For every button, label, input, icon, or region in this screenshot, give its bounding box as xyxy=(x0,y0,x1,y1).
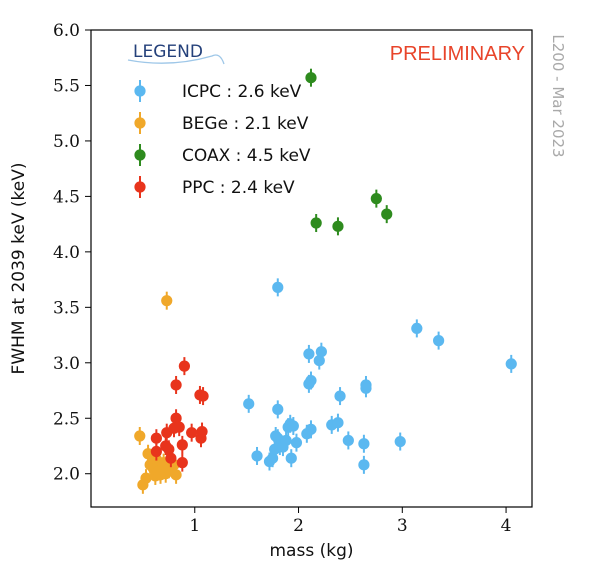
x-axis: 1 2 3 4 xyxy=(189,507,511,536)
data-point xyxy=(332,220,344,232)
data-point xyxy=(342,434,354,447)
data-point xyxy=(251,450,263,462)
series-coax xyxy=(305,68,393,236)
data-point xyxy=(315,346,327,358)
y-axis: 2.0 2.5 3.0 3.5 4.0 4.5 5.0 5.5 6.0 xyxy=(53,21,91,485)
data-point xyxy=(303,348,315,360)
y-tick-label: 4.0 xyxy=(53,243,80,263)
data-point xyxy=(165,452,177,464)
data-point xyxy=(170,469,182,481)
data-point xyxy=(272,281,284,293)
legend-marker xyxy=(134,85,146,97)
data-point xyxy=(370,193,382,205)
legend-entries: ICPC : 2.6 keV BEGe : 2.1 keV COAX : 4.5 k… xyxy=(134,80,311,198)
data-point xyxy=(176,457,188,469)
data-point xyxy=(176,439,188,451)
data-point xyxy=(150,445,162,458)
data-point xyxy=(285,452,297,464)
data-point xyxy=(173,421,185,433)
data-point xyxy=(310,217,322,229)
y-axis-label: FWHM at 2039 keV (keV) xyxy=(9,163,29,375)
data-point xyxy=(161,295,173,307)
data-point xyxy=(360,382,372,394)
legend-entry-label: ICPC : 2.6 keV xyxy=(182,82,302,102)
legend-entry-label: PPC : 2.4 keV xyxy=(182,178,295,198)
data-point xyxy=(178,360,190,372)
data-point xyxy=(272,403,284,415)
data-point xyxy=(358,438,370,450)
data-point xyxy=(358,459,370,471)
y-tick-label: 5.5 xyxy=(53,76,80,96)
x-axis-label: mass (kg) xyxy=(270,541,354,561)
series-bege xyxy=(134,291,182,494)
data-point xyxy=(332,417,344,429)
legend-entry-label: COAX : 4.5 keV xyxy=(182,146,311,166)
data-point xyxy=(196,425,208,438)
series-ppc xyxy=(150,357,209,472)
y-tick-label: 5.0 xyxy=(53,132,80,152)
data-point xyxy=(433,335,445,347)
y-tick-label: 2.0 xyxy=(53,465,80,485)
series-icpc xyxy=(243,278,517,474)
data-point xyxy=(411,322,423,335)
data-point xyxy=(287,420,299,432)
y-tick-label: 6.0 xyxy=(53,21,80,41)
legend-marker xyxy=(134,181,146,193)
legend-logo-swash xyxy=(127,54,225,65)
legend-entry-label: BEGe : 2.1 keV xyxy=(182,114,309,134)
plot-points xyxy=(134,68,517,494)
x-tick-label: 4 xyxy=(501,516,512,536)
data-point xyxy=(305,374,317,387)
plot-frame xyxy=(90,29,533,508)
x-tick-label: 2 xyxy=(293,516,304,536)
x-tick-label: 1 xyxy=(189,516,200,536)
data-point xyxy=(170,379,182,391)
legend-title: LEGEND xyxy=(133,42,203,62)
data-point xyxy=(197,390,209,402)
y-tick-label: 4.5 xyxy=(53,187,80,207)
y-tick-label: 3.0 xyxy=(53,354,80,374)
data-point xyxy=(505,358,517,370)
data-point xyxy=(305,423,317,435)
data-point xyxy=(150,432,162,444)
data-point xyxy=(381,208,393,220)
data-point xyxy=(243,398,255,410)
legend-marker xyxy=(134,117,146,129)
data-point xyxy=(305,72,317,84)
data-point xyxy=(394,435,406,448)
data-point xyxy=(290,437,303,449)
data-point xyxy=(186,427,198,439)
side-note: L200 - Mar 2023 xyxy=(549,34,567,157)
y-tick-label: 2.5 xyxy=(53,409,80,429)
data-point xyxy=(334,390,346,402)
data-point xyxy=(280,434,292,447)
data-point xyxy=(134,430,146,442)
preliminary-annotation: PRELIMINARY xyxy=(390,43,525,65)
y-tick-label: 3.5 xyxy=(53,298,80,318)
legend: LEGEND ICPC : 2.6 keV BEGe : 2.1 keV COAX … xyxy=(127,42,311,198)
x-tick-label: 3 xyxy=(397,516,408,536)
data-point xyxy=(140,472,152,484)
legend-marker xyxy=(134,149,146,161)
